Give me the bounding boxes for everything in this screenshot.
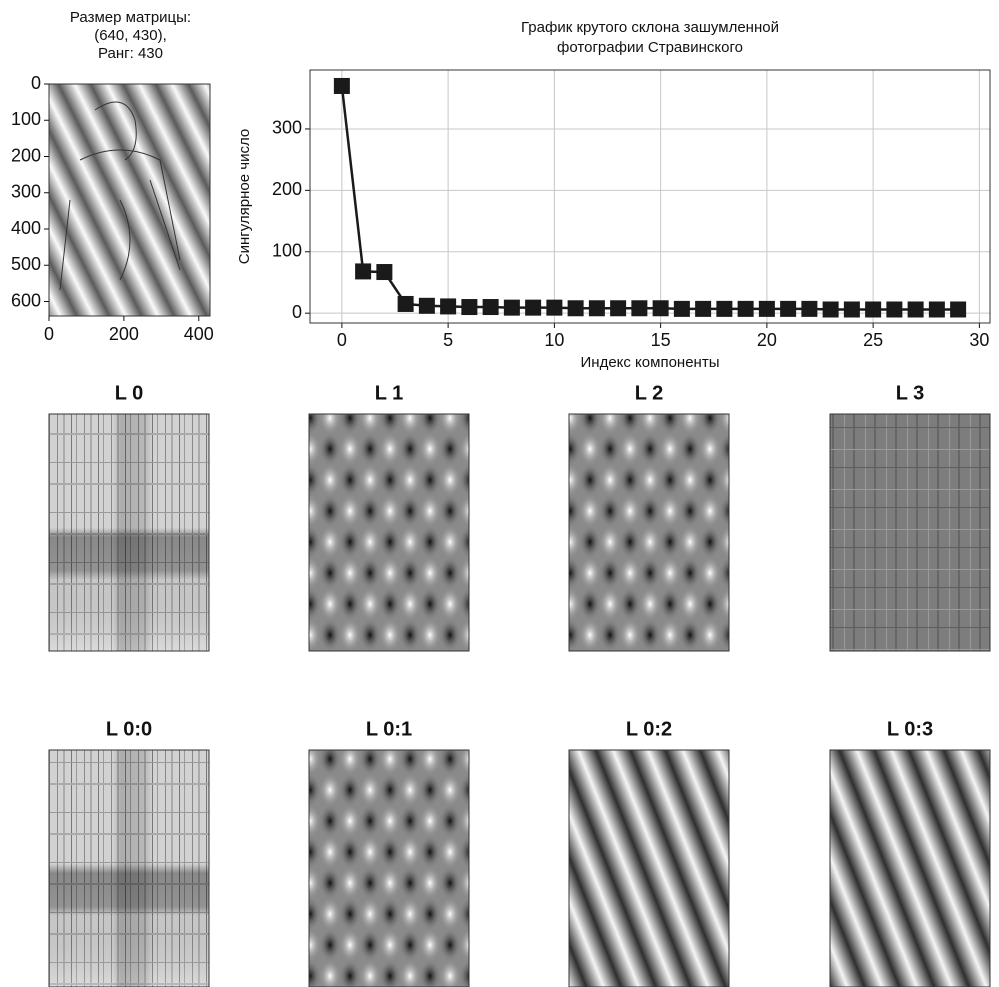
image bbox=[309, 750, 469, 987]
chart-title: фотографии Стравинского bbox=[557, 39, 743, 56]
image-panel bbox=[48, 749, 210, 987]
marker bbox=[673, 300, 690, 317]
y-tick-label: 0 bbox=[31, 73, 41, 93]
image bbox=[49, 414, 209, 651]
image-panel bbox=[568, 749, 730, 987]
marker bbox=[822, 301, 839, 318]
chart-title: График крутого склона зашумленной bbox=[521, 19, 779, 36]
image-frame bbox=[308, 413, 470, 652]
chart-title: L 0:3 bbox=[887, 718, 933, 740]
marker bbox=[610, 300, 627, 317]
image-frame bbox=[568, 749, 730, 987]
marker bbox=[737, 300, 754, 317]
marker bbox=[355, 263, 372, 280]
marker bbox=[631, 300, 648, 317]
image-frame bbox=[829, 749, 991, 987]
marker bbox=[503, 299, 520, 316]
x-tick-label: 400 bbox=[184, 324, 214, 344]
y-tick-label: 100 bbox=[11, 109, 41, 129]
y-tick-label: 300 bbox=[272, 118, 302, 138]
x-axis-label: Индекс компоненты bbox=[581, 354, 720, 371]
marker bbox=[525, 299, 542, 316]
chart-title: Ранг: 430 bbox=[98, 45, 163, 62]
plot-frame bbox=[309, 69, 991, 324]
marker bbox=[546, 299, 563, 316]
x-tick-label: 20 bbox=[757, 330, 777, 350]
y-tick-label: 300 bbox=[11, 182, 41, 202]
image bbox=[569, 414, 729, 651]
marker bbox=[843, 301, 860, 318]
image-frame bbox=[48, 83, 211, 317]
marker bbox=[865, 301, 882, 318]
marker bbox=[333, 77, 350, 94]
marker bbox=[588, 300, 605, 317]
x-tick-label: 15 bbox=[651, 330, 671, 350]
image-panel bbox=[308, 749, 470, 987]
chart-title: L 0:0 bbox=[106, 718, 152, 740]
x-tick-label: 25 bbox=[863, 330, 883, 350]
y-tick-label: 100 bbox=[272, 241, 302, 261]
marker bbox=[695, 300, 712, 317]
series-line bbox=[340, 85, 959, 311]
marker bbox=[716, 300, 733, 317]
image bbox=[309, 414, 469, 651]
chart-title: L 2 bbox=[635, 382, 664, 404]
marker bbox=[950, 301, 967, 318]
marker bbox=[418, 297, 435, 314]
marker bbox=[376, 264, 393, 281]
y-tick-label: 200 bbox=[272, 179, 302, 199]
y-tick-label: 0 bbox=[292, 302, 302, 322]
image-frame bbox=[48, 749, 210, 987]
image bbox=[569, 750, 729, 987]
marker bbox=[482, 299, 499, 316]
marker bbox=[758, 300, 775, 317]
chart-title: L 0:1 bbox=[366, 718, 412, 740]
marker bbox=[801, 300, 818, 317]
image-panel bbox=[829, 413, 991, 652]
image-panel bbox=[48, 413, 210, 652]
image bbox=[830, 750, 990, 987]
chart-title: L 0:2 bbox=[626, 718, 672, 740]
y-tick-label: 600 bbox=[11, 290, 41, 310]
marker bbox=[928, 301, 945, 318]
marker bbox=[886, 301, 903, 318]
marker bbox=[440, 298, 457, 315]
marker bbox=[652, 300, 669, 317]
x-tick-label: 5 bbox=[443, 330, 453, 350]
x-tick-label: 0 bbox=[337, 330, 347, 350]
y-axis-label: Сингулярное число bbox=[236, 129, 253, 264]
marker bbox=[780, 300, 797, 317]
marker bbox=[907, 301, 924, 318]
image bbox=[830, 414, 990, 651]
x-tick-label: 10 bbox=[544, 330, 564, 350]
y-tick-label: 400 bbox=[11, 218, 41, 238]
chart-title: (640, 430), bbox=[94, 27, 167, 44]
sketch bbox=[59, 101, 181, 291]
image-frame bbox=[568, 413, 730, 652]
image-panel bbox=[308, 413, 470, 652]
chart-title: Размер матрицы: bbox=[70, 9, 191, 26]
x-tick-label: 0 bbox=[44, 324, 54, 344]
image-panel bbox=[829, 749, 991, 987]
image-panel bbox=[568, 413, 730, 652]
image-frame bbox=[308, 749, 470, 987]
marker bbox=[461, 299, 478, 316]
chart-title: L 1 bbox=[375, 382, 404, 404]
image bbox=[49, 750, 209, 987]
y-tick-label: 200 bbox=[11, 145, 41, 165]
image bbox=[49, 84, 210, 316]
x-tick-label: 30 bbox=[969, 330, 989, 350]
x-tick-label: 200 bbox=[109, 324, 139, 344]
marker bbox=[567, 300, 584, 317]
y-tick-label: 500 bbox=[11, 254, 41, 274]
image-frame bbox=[48, 413, 210, 652]
image-panel bbox=[48, 83, 211, 317]
chart-title: L 0 bbox=[115, 382, 144, 404]
image-frame bbox=[829, 413, 991, 652]
marker bbox=[397, 295, 414, 312]
chart-title: L 3 bbox=[896, 382, 925, 404]
